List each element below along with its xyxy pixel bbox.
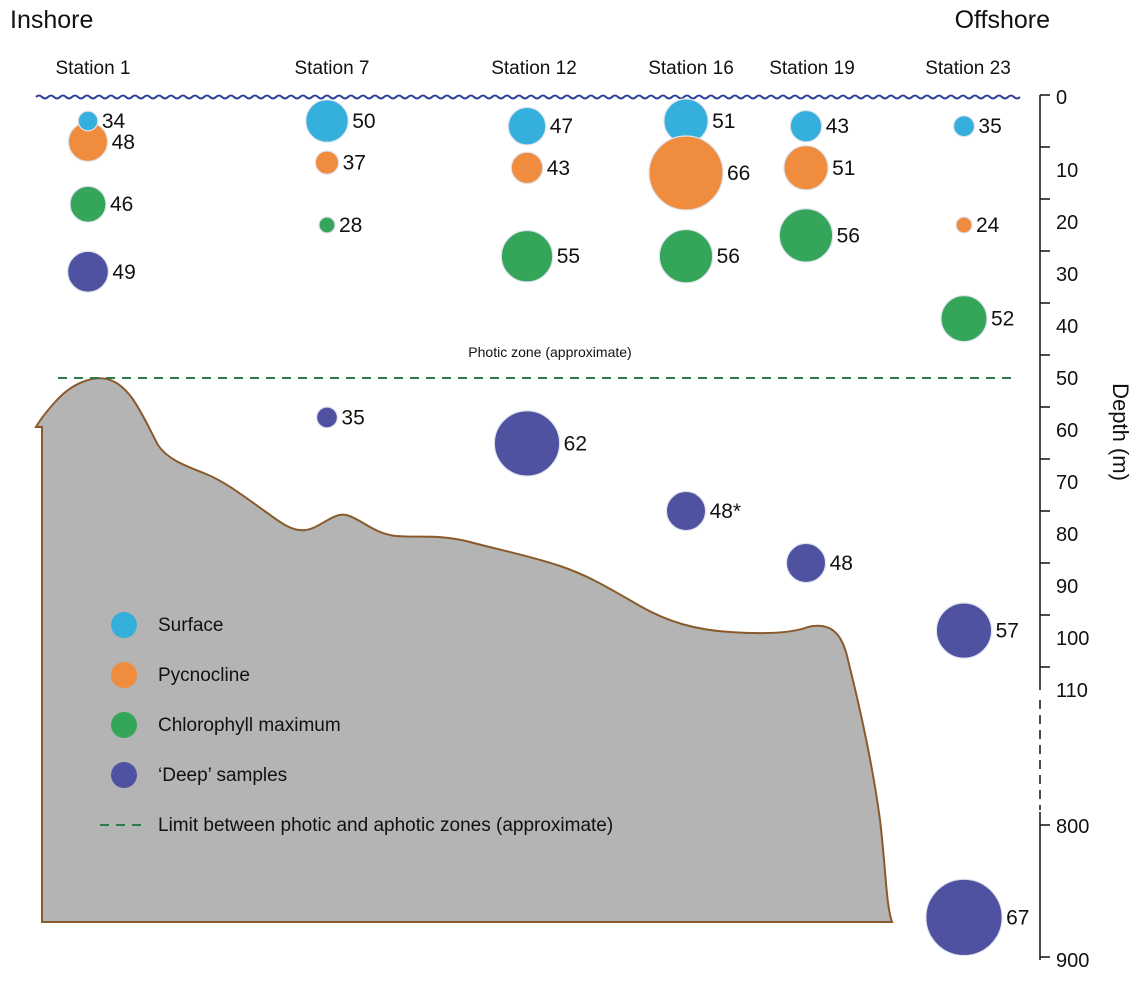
bubble-value-label: 66: [727, 162, 750, 185]
legend-chlorophyll-swatch: [111, 712, 137, 738]
bubble-deep: [935, 602, 993, 659]
bubble-value-label: 34: [102, 110, 126, 133]
bubble-surface: [789, 109, 823, 143]
bubble-surface: [77, 110, 99, 132]
bubble-value-label: 35: [341, 406, 364, 429]
bubble-deep: [925, 878, 1003, 957]
bubble-value-label: 52: [991, 308, 1014, 331]
bubble-chlorophyll: [69, 185, 107, 223]
depth-tick-label: 40: [1056, 316, 1078, 338]
bubble-value-label: 48: [112, 131, 135, 154]
bubble-pycnocline: [955, 216, 973, 234]
bubble-value-label: 51: [832, 157, 855, 180]
bubble-value-label: 47: [550, 115, 573, 138]
depth-tick-label: 110: [1056, 680, 1088, 702]
bubble-value-label: 24: [976, 214, 1000, 237]
depth-tick-label: 30: [1056, 264, 1078, 286]
depth-tick-label: 60: [1056, 420, 1078, 442]
station-label: Station 1: [56, 58, 131, 79]
legend-deep-swatch: [111, 762, 137, 788]
station-labels: Station 1 Station 7 Station 12 Station 1…: [56, 58, 1011, 79]
photic-zone-label: Photic zone (approximate): [468, 344, 631, 360]
depth-tick-label: 90: [1056, 576, 1078, 598]
legend-chlorophyll-label: Chlorophyll maximum: [158, 715, 341, 736]
bubble-value-label: 56: [717, 245, 740, 268]
bubble-pycnocline: [783, 145, 829, 191]
bubble-deep: [665, 490, 707, 532]
depth-tick-label: 900: [1056, 950, 1089, 972]
bubble-pycnocline: [648, 135, 724, 211]
bubble-value-label: 56: [837, 224, 860, 247]
bubble-deep: [315, 406, 339, 429]
bubble-chlorophyll: [940, 295, 988, 343]
water-surface-line: [35, 94, 1021, 100]
bubble-surface: [507, 106, 547, 146]
legend: Surface Pycnocline Chlorophyll maximum ‘…: [100, 612, 613, 836]
bubble-deep: [785, 542, 827, 584]
bubble-value-label: 51: [712, 110, 735, 133]
depth-axis: 0 10 20 30 40 50 60 70 80 90 100 110 800…: [1039, 87, 1133, 972]
bubble-surface: [952, 115, 976, 138]
bubble-value-label: 37: [343, 152, 366, 175]
bubble-chlorophyll: [500, 229, 554, 283]
depth-tick-label: 80: [1056, 524, 1078, 546]
bubble-pycnocline: [314, 150, 340, 175]
bubble-value-label: 67: [1006, 906, 1029, 929]
legend-limit-label: Limit between photic and aphotic zones (…: [158, 815, 613, 836]
bubble-value-label: 57: [996, 620, 1019, 643]
station-label: Station 23: [925, 58, 1011, 79]
bubble-value-label: 50: [352, 110, 375, 133]
station-label: Station 12: [491, 58, 577, 79]
legend-surface-swatch: [111, 612, 137, 638]
depth-tick-label: 0: [1056, 87, 1067, 109]
depth-tick-label: 800: [1056, 816, 1089, 838]
station-label: Station 7: [295, 58, 370, 79]
legend-surface-label: Surface: [158, 615, 223, 636]
bubble-value-label: 48*: [710, 500, 742, 523]
bubble-value-label: 55: [557, 245, 580, 268]
bubble-chlorophyll: [318, 216, 336, 234]
depth-tick-label: 50: [1056, 368, 1078, 390]
bubble-deep: [67, 250, 109, 293]
bubble-value-label: 43: [826, 115, 849, 138]
depth-tick-label: 20: [1056, 212, 1078, 234]
bubble-chlorophyll: [658, 228, 714, 284]
bubble-value-label: 49: [112, 261, 135, 284]
bubble-value-label: 35: [978, 115, 1001, 138]
station-label: Station 16: [648, 58, 734, 79]
legend-pycnocline-swatch: [111, 662, 137, 688]
depth-tick-label: 10: [1056, 160, 1078, 182]
bubble-value-label: 43: [547, 157, 570, 180]
bubble-value-label: 62: [564, 432, 587, 455]
legend-deep-label: ‘Deep’ samples: [158, 765, 287, 786]
station-label: Station 19: [769, 58, 855, 79]
bubble-value-label: 48: [830, 552, 853, 575]
bubble-chlorophyll: [778, 208, 834, 263]
seabed-profile: [34, 377, 894, 923]
bubble-pycnocline: [510, 151, 544, 185]
legend-pycnocline-label: Pycnocline: [158, 665, 250, 686]
bubble-value-label: 28: [339, 214, 362, 237]
bubble-surface: [305, 99, 349, 143]
offshore-label: Offshore: [955, 6, 1050, 34]
depth-axis-title: Depth (m): [1108, 383, 1133, 481]
inshore-label: Inshore: [10, 6, 93, 34]
depth-tick-label: 100: [1056, 628, 1089, 650]
bubble-value-label: 46: [110, 193, 133, 216]
depth-tick-label: 70: [1056, 472, 1078, 494]
bubble-deep: [493, 410, 561, 477]
